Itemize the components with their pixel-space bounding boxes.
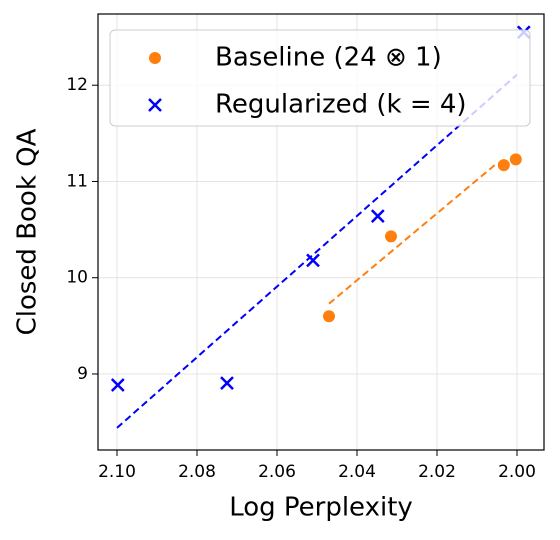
- legend-marker: [148, 98, 162, 112]
- point: [497, 159, 510, 172]
- legend-label: Baseline (24 ⊗ 1): [215, 43, 442, 73]
- legend-marker: [149, 52, 161, 64]
- x-axis-label: Log Perplexity: [229, 493, 413, 523]
- x-tick-label: 2.00: [498, 462, 536, 482]
- x-tick-label: 2.10: [98, 462, 136, 482]
- fit-line: [328, 162, 498, 305]
- point: [385, 230, 397, 243]
- y-axis-label: Closed Book QA: [13, 128, 43, 335]
- y-tick-label: 10: [66, 268, 88, 288]
- legend-box: [109, 29, 531, 127]
- point: [370, 209, 385, 224]
- point: [110, 378, 125, 392]
- legend-label: Regularized (k = 4): [215, 90, 467, 120]
- point: [509, 153, 522, 166]
- x-tick-label: 2.04: [338, 462, 376, 482]
- plot-frame: [97, 13, 545, 451]
- x-tick-label: 2.02: [418, 462, 456, 482]
- legend: Baseline (24 ⊗ 1) Regularized (k = 4): [109, 29, 531, 127]
- x-tick-label: 2.06: [258, 462, 296, 482]
- y-tick-label: 11: [66, 171, 88, 191]
- y-tick-label: 12: [66, 75, 88, 95]
- point: [323, 310, 335, 323]
- y-tick-label: 9: [77, 364, 88, 384]
- point: [220, 376, 234, 390]
- x-tick-label: 2.08: [178, 462, 216, 482]
- fit-line: [116, 73, 518, 429]
- point: [306, 253, 320, 268]
